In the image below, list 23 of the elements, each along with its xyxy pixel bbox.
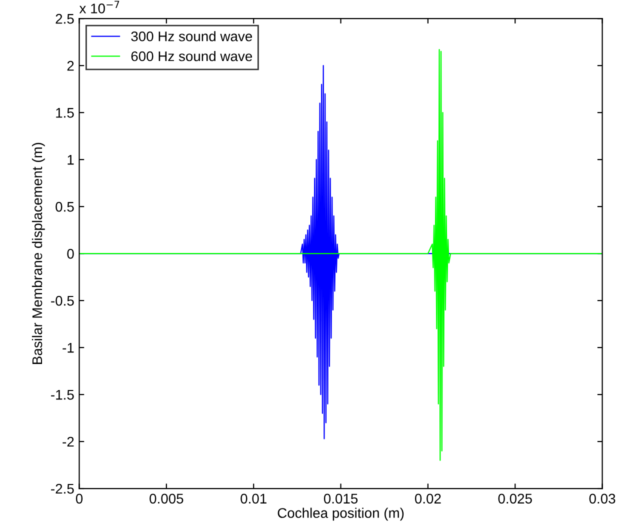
x-axis-title: Cochlea position (m) xyxy=(278,508,404,521)
y-tick-label: -0.5 xyxy=(51,296,74,306)
x-tick-label: 0.02 xyxy=(414,494,441,504)
x-tick-label: 0.01 xyxy=(240,494,266,504)
y-tick-label: 2.5 xyxy=(56,14,74,24)
legend-label: 600 Hz sound wave xyxy=(131,50,252,62)
y-tick-label: -2.5 xyxy=(51,484,74,494)
x-tick-label: 0.005 xyxy=(150,494,184,504)
x-tick-label: 0.03 xyxy=(589,494,616,504)
y-tick-label: 1.5 xyxy=(56,108,74,118)
y-tick-label: -2 xyxy=(62,436,74,447)
text: x 10$^{−7}$ xyxy=(79,0,120,14)
y-tick-label: 2 xyxy=(67,60,74,71)
y-tick-label: 0.5 xyxy=(56,202,74,212)
y-tick-label: -1 xyxy=(62,343,74,353)
legend-label: 300 Hz sound wave xyxy=(131,31,252,42)
x-tick-label: 0.015 xyxy=(324,494,358,504)
y-tick-label: 1 xyxy=(68,155,74,165)
y-tick-label: 0 xyxy=(67,248,74,259)
x-tick-label: 0.025 xyxy=(498,494,532,504)
y-axis-title: Basilar Membrane displacement (m) xyxy=(32,142,45,364)
x-tick-label: 0 xyxy=(76,494,83,504)
y-tick-label: -1.5 xyxy=(51,390,74,400)
